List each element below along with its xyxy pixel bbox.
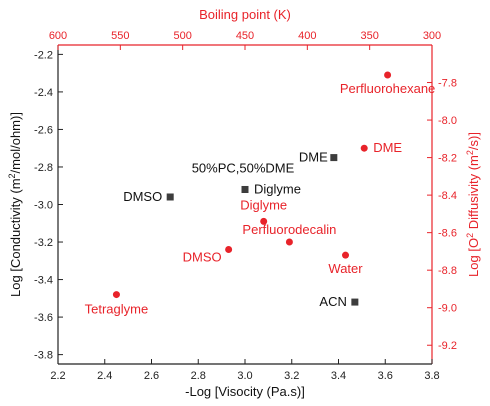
y-left-tick-label: -3.4 — [34, 275, 53, 287]
x-top-tick-label: 450 — [236, 30, 254, 42]
point-label-dmso: DMSO — [123, 189, 162, 204]
y-left-tick-label: -2.2 — [34, 49, 53, 61]
x-top-tick-label: 350 — [360, 30, 378, 42]
y-right-axis-title: Log [O2 Diffusivity (m2/s)] — [465, 132, 481, 277]
y-right-axis-title-superscript: 2 — [465, 233, 475, 238]
x-top-tick-label: 300 — [423, 30, 441, 42]
x-bottom-axis-title: -Log [Visocity (Pa.s)] — [185, 384, 305, 399]
y-left-axis-title-superscript: 2 — [7, 173, 17, 178]
x-bottom-tick-label: 3.4 — [331, 370, 346, 382]
x-top-tick-label: 600 — [49, 30, 67, 42]
y-right-axis-title-part: /s)] — [466, 132, 481, 150]
point-label-tetraglyme: Tetraglyme — [85, 302, 149, 317]
y-left-tick-label: -3.0 — [34, 200, 53, 212]
y-right-axis-title-part: Log [O — [466, 238, 481, 277]
x-bottom-tick-label: 2.4 — [97, 370, 112, 382]
y-left-tick-label: -2.8 — [34, 162, 53, 174]
point-label-dmso: DMSO — [183, 250, 222, 265]
point-perfluorohexane-diffusivity — [384, 71, 392, 79]
x-top-tick-label: 400 — [298, 30, 316, 42]
point-acn-conductivity — [351, 298, 359, 306]
point-dme-diffusivity — [360, 144, 368, 152]
y-right-axis-title-superscript: 2 — [465, 150, 475, 155]
y-left-tick-label: -3.2 — [34, 237, 53, 249]
y-left-tick-label: -3.6 — [34, 312, 53, 324]
x-bottom-tick-label: 3.0 — [237, 370, 252, 382]
x-bottom-tick-label: 2.6 — [144, 370, 159, 382]
y-left-axis-title-part: /mol/ohm)] — [8, 112, 23, 173]
x-bottom-tick-label: 3.2 — [284, 370, 299, 382]
point-water-diffusivity — [342, 251, 350, 259]
point-label-perfluorohexane: Perfluorohexane — [340, 81, 435, 96]
point-label-dme: DME — [299, 150, 328, 165]
point-diglyme-conductivity — [241, 185, 249, 193]
point-dme-conductivity — [330, 154, 338, 162]
x-top-axis-title: Boiling point (K) — [199, 7, 291, 22]
y-right-tick-label: -9.0 — [438, 303, 457, 315]
y-right-tick-label: -8.8 — [438, 265, 457, 277]
point-tetraglyme-diffusivity — [112, 291, 120, 299]
point-label-perfluorodecalin: Perfluorodecalin — [242, 222, 336, 237]
point-dmso-diffusivity — [225, 246, 233, 254]
point-dmso-conductivity — [166, 193, 174, 201]
point-label-dme: DME — [373, 140, 402, 155]
point-label-diglyme: Diglyme — [254, 181, 301, 196]
point-label-acn: ACN — [319, 294, 346, 309]
y-right-tick-label: -8.6 — [438, 228, 457, 240]
y-left-axis-title-part: Log [Conductivity (m — [8, 178, 23, 297]
y-right-axis-title-part: Diffusivity (m — [466, 155, 481, 233]
y-left-tick-label: -2.4 — [34, 87, 53, 99]
x-top-tick-label: 500 — [173, 30, 191, 42]
x-top-tick-label: 550 — [111, 30, 129, 42]
y-left-axis-title: Log [Conductivity (m2/mol/ohm)] — [7, 112, 23, 297]
point-label-diglyme: Diglyme — [240, 197, 287, 212]
point-label-water: Water — [328, 261, 363, 276]
y-right-tick-label: -7.8 — [438, 78, 457, 90]
y-right-tick-label: -8.2 — [438, 153, 457, 165]
point-diglyme-diffusivity — [260, 217, 268, 225]
y-left-tick-label: -2.6 — [34, 124, 53, 136]
y-right-tick-label: -8.0 — [438, 115, 457, 127]
x-bottom-tick-label: 2.8 — [191, 370, 206, 382]
point-perfluorodecalin-diffusivity — [285, 238, 293, 246]
point-label-50-pc-50-dme: 50%PC,50%DME — [192, 160, 295, 175]
y-right-tick-label: -8.4 — [438, 190, 457, 202]
x-bottom-tick-label: 3.8 — [424, 370, 439, 382]
y-left-tick-label: -3.8 — [34, 350, 53, 362]
x-bottom-tick-label: 2.2 — [50, 370, 65, 382]
y-right-tick-label: -9.2 — [438, 340, 457, 352]
x-bottom-tick-label: 3.6 — [378, 370, 393, 382]
